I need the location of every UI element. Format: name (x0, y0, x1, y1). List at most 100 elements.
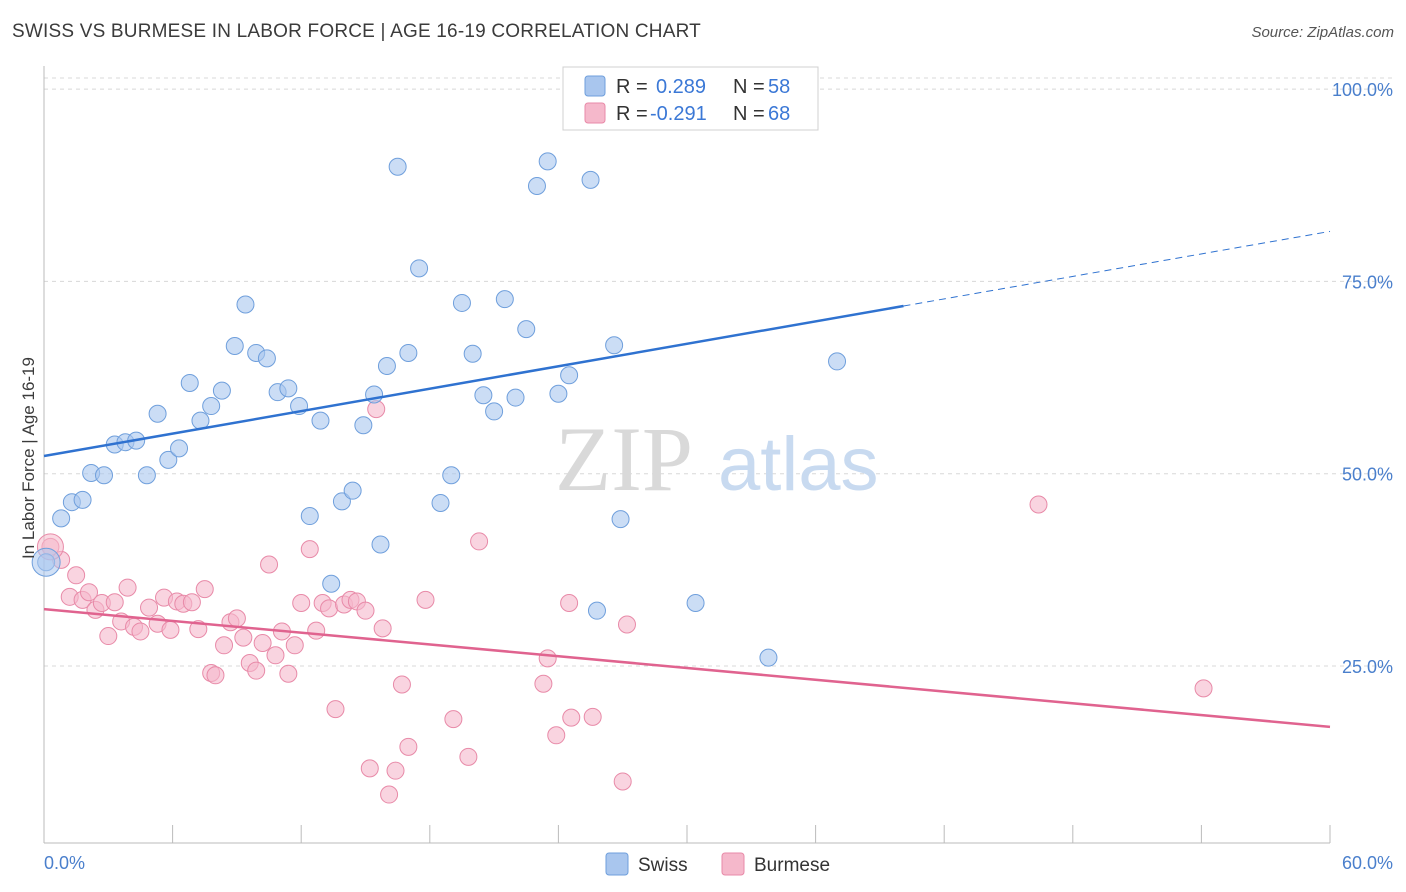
burmese-point (392, 675, 411, 694)
burmese-point (285, 636, 304, 655)
swiss-point (463, 344, 482, 363)
burmese-point (613, 772, 632, 791)
swiss-point (202, 397, 221, 416)
swiss-point (495, 290, 514, 309)
burmese-point (67, 566, 86, 585)
burmese-point (320, 599, 339, 618)
burmese-point (1029, 495, 1048, 514)
legend-burmese-n-label: N = (733, 103, 765, 125)
burmese-points (36, 400, 1213, 804)
burmese-point (444, 710, 463, 729)
burmese-point (247, 661, 266, 680)
swiss-point (560, 366, 579, 385)
swiss-point (354, 416, 373, 435)
burmese-point (560, 593, 579, 612)
stats-legend: R = 0.289 N = 58 R = -0.291 N = 68 (562, 66, 819, 131)
swiss-trend-extension (903, 230, 1331, 307)
swiss-point (377, 357, 396, 376)
swiss-point (300, 507, 319, 526)
y-tick-labels: 25.0% 50.0% 75.0% 100.0% (1332, 80, 1393, 677)
swiss-point (442, 466, 461, 485)
swiss-point (611, 510, 630, 529)
swiss-point (95, 466, 114, 485)
swiss-point (137, 466, 156, 485)
burmese-point (292, 593, 311, 612)
burmese-point (215, 636, 234, 655)
burmese-point (140, 598, 159, 617)
y-tick-label-25: 25.0% (1342, 657, 1393, 677)
legend-burmese-r-label: R = (616, 103, 648, 125)
swiss-point (828, 352, 847, 371)
swiss-point (236, 295, 255, 314)
burmese-point (470, 532, 489, 551)
burmese-point (300, 540, 319, 559)
burmese-point (161, 620, 180, 639)
burmese-point (307, 621, 326, 640)
burmese-trend-line (43, 607, 1331, 729)
burmese-point (399, 737, 418, 756)
swiss-trend-line (43, 304, 904, 458)
swiss-point (311, 411, 330, 430)
burmese-point (260, 555, 279, 574)
y-axis-label: In Labor Force | Age 16-19 (19, 357, 38, 559)
swiss-point (388, 157, 407, 176)
legend-swatch-swiss (584, 75, 606, 97)
bottom-legend-swatch-swiss (605, 852, 629, 876)
swiss-point (538, 152, 557, 171)
swiss-points (31, 80, 847, 667)
swiss-point (474, 386, 493, 405)
swiss-point (279, 379, 298, 398)
burmese-point (617, 615, 636, 634)
watermark-atlas: atlas (718, 422, 879, 507)
series-legend: Swiss Burmese (605, 852, 830, 876)
swiss-point (452, 293, 471, 312)
y-tick-label-100: 100.0% (1332, 80, 1393, 100)
burmese-point (266, 646, 285, 665)
swiss-point (212, 381, 231, 400)
swiss-point (73, 490, 92, 509)
axes (43, 66, 1331, 844)
burmese-point (380, 785, 399, 804)
swiss-point (581, 170, 600, 189)
bottom-legend-swiss-label: Swiss (638, 855, 688, 876)
swiss-point (517, 320, 536, 339)
burmese-point (279, 664, 298, 683)
legend-burmese-n-value: 68 (768, 103, 790, 125)
swiss-point (332, 492, 351, 511)
legend-swiss-r-value: 0.289 (656, 76, 706, 98)
burmese-point (253, 633, 272, 652)
swiss-point (257, 349, 276, 368)
burmese-point (547, 726, 566, 745)
swiss-point (399, 343, 418, 362)
swiss-point (322, 574, 341, 593)
swiss-point (410, 259, 429, 278)
burmese-point (131, 622, 150, 641)
swiss-point (506, 388, 525, 407)
x-tick-label-max: 60.0% (1342, 853, 1393, 873)
burmese-point (583, 707, 602, 726)
swiss-point (686, 593, 705, 612)
trend-lines (43, 230, 1331, 729)
swiss-point (371, 535, 390, 554)
burmese-point (234, 628, 253, 647)
swiss-point (527, 177, 546, 196)
burmese-point (562, 708, 581, 727)
burmese-point (459, 747, 478, 766)
burmese-point (118, 578, 137, 597)
burmese-point (1194, 679, 1213, 698)
burmese-point (386, 761, 405, 780)
legend-burmese-r-value: -0.291 (650, 103, 707, 125)
gridlines (44, 77, 1393, 667)
swiss-point (159, 450, 178, 469)
burmese-point (534, 674, 553, 693)
swiss-point (148, 404, 167, 423)
burmese-point (99, 627, 118, 646)
swiss-point (180, 373, 199, 392)
burmese-point (182, 593, 201, 612)
swiss-point (587, 601, 606, 620)
burmese-point (373, 619, 392, 638)
swiss-point (485, 402, 504, 421)
swiss-point (170, 439, 189, 458)
burmese-point (105, 593, 124, 612)
burmese-point (206, 666, 225, 685)
